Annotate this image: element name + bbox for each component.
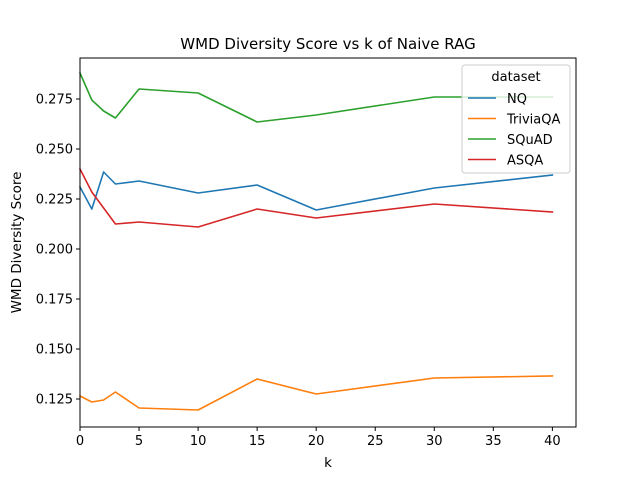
y-tick-label: 0.200 <box>36 243 73 258</box>
y-tick-label: 0.175 <box>36 293 73 308</box>
y-tick-label: 0.275 <box>36 93 73 108</box>
x-tick-label: 30 <box>426 434 443 449</box>
chart-title: WMD Diversity Score vs k of Naive RAG <box>180 35 475 53</box>
legend-label-triviaqa: TriviaQA <box>506 113 560 128</box>
x-tick-label: 40 <box>544 434 561 449</box>
legend-box <box>461 64 571 174</box>
x-tick-label: 15 <box>249 434 266 449</box>
y-axis-label: WMD Diversity Score <box>9 172 25 314</box>
y-tick-label: 0.250 <box>36 143 73 158</box>
legend-label-squad: SQuAD <box>507 133 553 148</box>
legend: dataset NQ TriviaQA SQuAD ASQA <box>461 64 571 174</box>
series-line-asqa <box>78 167 554 228</box>
plot-frame <box>79 57 577 428</box>
x-tick-label: 35 <box>485 434 502 449</box>
x-tick-label: 5 <box>135 434 143 449</box>
x-axis: 0 5 10 15 20 25 30 35 40 <box>76 427 561 449</box>
legend-title: dataset <box>491 70 540 85</box>
x-tick-label: 0 <box>76 434 84 449</box>
x-axis-label: k <box>324 455 332 471</box>
y-axis: 0.125 0.150 0.175 0.200 0.225 0.250 0.275 <box>36 93 80 408</box>
series-line-squad <box>78 71 554 123</box>
legend-label-nq: NQ <box>507 92 527 107</box>
y-tick-label: 0.150 <box>36 343 73 358</box>
legend-label-asqa: ASQA <box>507 154 543 169</box>
series-line-triviaqa <box>78 375 554 411</box>
x-tick-label: 10 <box>190 434 207 449</box>
x-tick-label: 20 <box>308 434 325 449</box>
series-line-nq <box>78 171 554 211</box>
y-tick-label: 0.225 <box>36 193 73 208</box>
x-tick-label: 25 <box>367 434 384 449</box>
y-tick-label: 0.125 <box>36 393 73 408</box>
plot-area <box>78 71 554 411</box>
